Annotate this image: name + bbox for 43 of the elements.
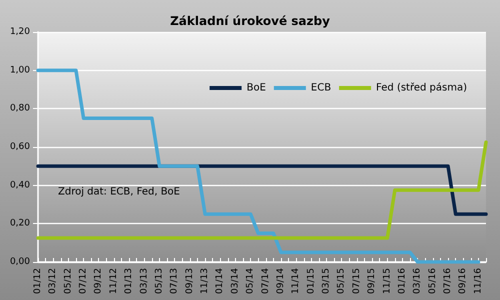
x-tick-label: 09/14 bbox=[276, 268, 286, 294]
y-tick-label: 1,00 bbox=[10, 65, 30, 76]
x-tick-label: 09/15 bbox=[367, 268, 378, 294]
x-tick-label: 11/16 bbox=[473, 268, 484, 294]
y-tick-label: 0,40 bbox=[10, 180, 30, 190]
x-tick-label: 11/14 bbox=[291, 268, 302, 294]
legend-label: BoE bbox=[246, 82, 266, 94]
x-tick-label: 05/14 bbox=[246, 268, 256, 294]
x-tick-label: 03/16 bbox=[412, 268, 423, 294]
annotation: Zdroj dat: ECB, Fed, BoE bbox=[58, 186, 180, 198]
legend-label: ECB bbox=[310, 82, 332, 94]
x-tick-label: 01/12 bbox=[33, 268, 43, 294]
x-tick-label: 05/13 bbox=[154, 268, 164, 294]
x-tick-label: 07/15 bbox=[352, 268, 362, 294]
x-tick-label: 01/13 bbox=[124, 268, 134, 294]
y-tick-label: 0,20 bbox=[10, 218, 30, 229]
x-tick-label: 01/15 bbox=[306, 268, 316, 294]
x-tick-label: 07/14 bbox=[260, 268, 271, 294]
x-tick-label: 11/15 bbox=[382, 268, 392, 294]
x-tick-label: 03/15 bbox=[322, 268, 332, 294]
x-tick-label: 09/12 bbox=[94, 268, 104, 294]
x-tick-label: 07/16 bbox=[443, 268, 454, 294]
x-tick-label: 01/16 bbox=[397, 268, 408, 294]
line-series bbox=[36, 68, 480, 264]
x-tick-label: 03/13 bbox=[139, 268, 150, 294]
x-tick-label: 05/12 bbox=[63, 268, 74, 294]
y-tick-label: 0,80 bbox=[10, 104, 30, 114]
x-tick-label: 03/14 bbox=[230, 268, 240, 294]
x-tick-label: 09/16 bbox=[458, 268, 468, 294]
chart-title: Základní úrokové sazby bbox=[170, 14, 330, 28]
y-tick-label: 0,00 bbox=[10, 257, 30, 267]
x-tick-label: 05/16 bbox=[428, 268, 438, 294]
x-tick-label: 07/13 bbox=[170, 268, 180, 294]
x-tick-label: 07/12 bbox=[78, 268, 89, 294]
x-tick-label: 11/13 bbox=[200, 268, 210, 294]
legend-label: Fed (střed pásma) bbox=[376, 82, 468, 94]
x-tick-label: 05/15 bbox=[336, 268, 347, 294]
x-tick-label: 03/12 bbox=[48, 268, 58, 294]
y-tick-label: 0,60 bbox=[10, 142, 30, 152]
x-tick-label: 11/12 bbox=[108, 268, 119, 294]
y-tick-label: 1,20 bbox=[10, 27, 30, 37]
x-tick-label: 09/13 bbox=[184, 268, 195, 294]
x-tick-label: 01/14 bbox=[215, 268, 226, 294]
